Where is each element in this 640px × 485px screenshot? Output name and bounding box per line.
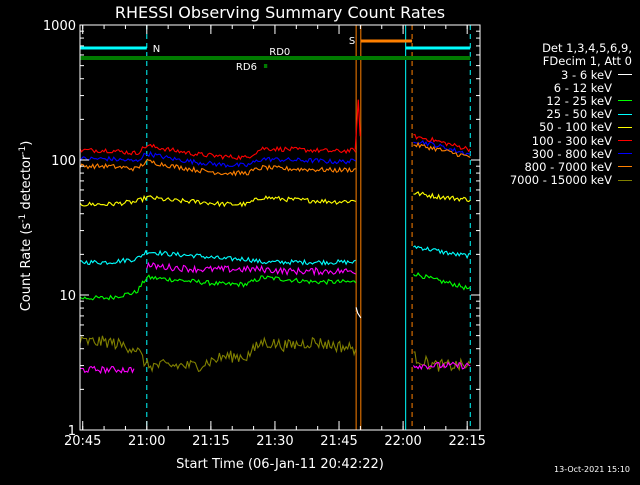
- legend-item-label: 25 - 50 keV: [546, 107, 612, 122]
- x-tick-label: 21:45: [320, 434, 357, 449]
- legend-swatch: [618, 140, 632, 142]
- magenta-trace-line: [146, 261, 356, 277]
- x-tick-label: 20:45: [64, 434, 101, 449]
- series-5-line: [413, 133, 471, 153]
- y-axis-label-sup: -1: [18, 146, 28, 155]
- flag-label-s: S: [349, 36, 355, 47]
- chart-title: RHESSI Observing Summary Count Rates: [115, 3, 445, 22]
- y-axis-label-sup: -1: [18, 214, 28, 223]
- legend-item-label: 800 - 7000 keV: [524, 159, 612, 174]
- legend-item: 25 - 50 keV: [482, 107, 632, 122]
- x-tick-label: 21:15: [192, 434, 229, 449]
- legend-item: 50 - 100 keV: [482, 120, 632, 135]
- legend-swatch: [618, 179, 632, 181]
- flag-label-rd6: RD6: [236, 62, 257, 73]
- y-axis-label-part: ): [19, 141, 34, 146]
- y-axis-label: Count Rate (s-1 detector-1): [18, 141, 34, 312]
- legend-item-label: 7000 - 15000 keV: [509, 173, 612, 188]
- series-6-line: [413, 140, 471, 156]
- legend-swatch: [618, 87, 632, 89]
- legend-item-label: 100 - 300 keV: [531, 133, 612, 148]
- legend-swatch: [618, 166, 632, 168]
- x-tick-label: 21:30: [256, 434, 293, 449]
- magenta-trace-line: [79, 365, 135, 375]
- legend-title-line-2: FDecim 1, Att 0: [542, 54, 632, 68]
- series-3-line: [79, 249, 356, 266]
- legend-swatch: [618, 74, 632, 76]
- legend-item-label: 50 - 100 keV: [539, 120, 612, 135]
- legend-rows: 3 - 6 keV 6 - 12 keV 12 - 25 keV 25 - 50 ke…: [482, 68, 632, 187]
- series-4-line: [413, 191, 471, 203]
- legend: Det 1,3,4,5,6,9, FDecim 1, Att 0 3 - 6 k…: [482, 42, 632, 187]
- y-tick-label: 1000: [43, 19, 76, 34]
- legend-item-label: 3 - 6 keV: [561, 67, 612, 82]
- y-axis-label-part: Count Rate (s: [19, 223, 34, 312]
- generated-date: 13-Oct-2021 15:10: [554, 465, 630, 474]
- flag-label-n: N: [153, 44, 160, 55]
- plot-frame: [79, 24, 481, 431]
- series-7-line: [413, 141, 471, 158]
- legend-title-line-1: Det 1,3,4,5,6,9,: [542, 41, 632, 55]
- legend-swatch: [618, 126, 632, 128]
- x-axis-label: Start Time (06-Jan-11 20:42:22): [176, 457, 384, 472]
- series-7-line: [79, 158, 356, 177]
- legend-item-label: 300 - 800 keV: [531, 146, 612, 161]
- x-tick-label: 22:00: [384, 434, 421, 449]
- legend-item: 12 - 25 keV: [482, 93, 632, 108]
- series-3-line: [413, 245, 471, 260]
- legend-item: 800 - 7000 keV: [482, 159, 632, 174]
- y-tick-label: 1: [68, 424, 76, 439]
- y-axis-label-part: detector: [19, 154, 34, 214]
- legend-swatch: [618, 100, 632, 102]
- series-2-line: [79, 274, 357, 301]
- series-2-line: [413, 271, 471, 291]
- legend-item-label: 12 - 25 keV: [546, 93, 612, 108]
- series-5-line: [79, 143, 357, 161]
- y-tick-label: 10: [59, 289, 76, 304]
- y-tick-label: 100: [51, 154, 76, 169]
- series-6-line: [79, 150, 356, 168]
- x-tick-label: 22:15: [448, 434, 485, 449]
- legend-item: 3 - 6 keV: [482, 67, 632, 82]
- legend-item: 6 - 12 keV: [482, 80, 632, 95]
- series-4-line: [79, 194, 356, 208]
- legend-item: 300 - 800 keV: [482, 146, 632, 161]
- legend-item: 7000 - 15000 keV: [482, 173, 632, 188]
- series-1-line: [146, 285, 357, 314]
- x-tick-label: 21:00: [128, 434, 165, 449]
- magenta-trace-line: [412, 361, 471, 371]
- legend-item-label: 6 - 12 keV: [553, 80, 612, 95]
- legend-swatch: [618, 113, 632, 115]
- legend-item: 100 - 300 keV: [482, 133, 632, 148]
- legend-swatch: [618, 153, 632, 155]
- flare-spike: [354, 99, 361, 150]
- flag-label-rd0: RD0: [269, 47, 290, 58]
- series-8-line: [79, 335, 357, 373]
- series-0-line: [355, 307, 362, 319]
